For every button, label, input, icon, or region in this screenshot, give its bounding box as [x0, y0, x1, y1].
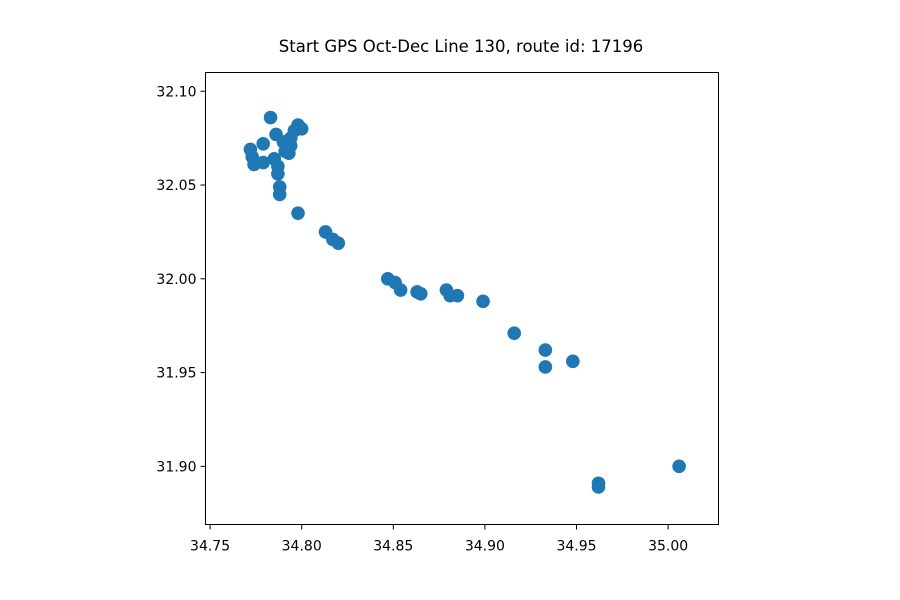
x-tick-label: 34.95	[556, 539, 596, 555]
data-point	[393, 283, 408, 297]
data-point	[538, 343, 553, 357]
y-tick-label: 32.05	[156, 178, 196, 194]
y-axis: 31.90 31.95 32.00 32.05 32.10	[156, 84, 206, 475]
data-point	[271, 166, 285, 181]
y-tick-label: 32.00	[156, 272, 196, 288]
data-point	[276, 135, 291, 149]
axes-frame	[205, 72, 719, 525]
x-tick-label: 34.90	[465, 539, 505, 555]
data-point	[476, 294, 490, 309]
data-point	[450, 288, 465, 303]
data-point	[263, 110, 278, 125]
data-point	[566, 354, 580, 369]
data-point	[256, 155, 271, 170]
y-tick-label: 31.95	[156, 366, 196, 382]
x-tick-label: 35.00	[648, 539, 688, 555]
data-point	[413, 287, 428, 301]
x-tick-label: 34.75	[190, 539, 230, 555]
data-point	[507, 326, 522, 340]
data-point	[294, 121, 309, 136]
x-tick-label: 34.80	[282, 539, 322, 555]
data-point	[538, 360, 553, 374]
x-tick-label: 34.85	[373, 539, 413, 555]
data-point	[331, 236, 346, 250]
data-point	[591, 480, 606, 494]
y-tick-label: 32.10	[156, 84, 196, 100]
y-tick-label: 31.90	[156, 459, 196, 475]
x-axis: 34.75 34.80 34.85 34.90 34.95 35.00	[190, 524, 688, 555]
data-points	[243, 110, 686, 494]
data-point	[256, 136, 271, 151]
chart-title: Start GPS Oct-Dec Line 130, route id: 17…	[278, 37, 644, 56]
data-point	[291, 206, 305, 220]
data-point	[272, 187, 287, 202]
data-point	[672, 459, 686, 474]
